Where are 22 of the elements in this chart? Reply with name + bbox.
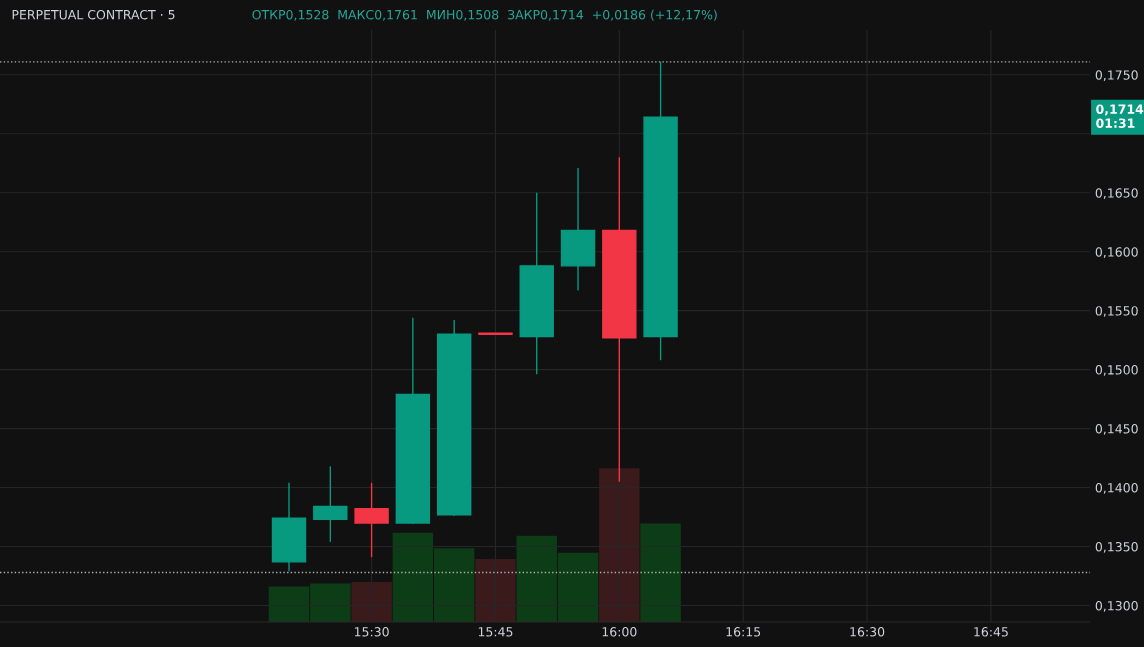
bar — [599, 468, 640, 622]
x-tick-label: 16:15 — [726, 627, 761, 637]
bar — [475, 558, 516, 622]
y-tick-label: 0,1500 — [1095, 365, 1138, 376]
y-tick-label: 0,1400 — [1095, 483, 1138, 494]
x-tick-label: 15:45 — [478, 627, 513, 637]
text: 0,1714 01:31 — [1096, 104, 1144, 128]
y-tick-label: 0,1350 — [1095, 542, 1138, 553]
y-tick-label: 0,1600 — [1095, 247, 1138, 258]
y-tick-label: 0,1750 — [1095, 70, 1138, 82]
y-tick-label: 0,1650 — [1095, 188, 1138, 199]
x-tick-label: 16:30 — [850, 627, 885, 637]
y-tick-label: 0,1450 — [1095, 424, 1138, 435]
chart-subtitle: ОТКР0,1528 МАКС0,1761 МИН0,1508 ЗАКР0,1714 +0,0186 (+12,17%) — [252, 9, 717, 21]
x-tick-label: 16:00 — [602, 627, 637, 637]
x-tick-label: 15:30 — [354, 627, 389, 637]
x-tick-label: 16:45 — [974, 627, 1008, 637]
y-tick-label: 0,1550 — [1095, 306, 1138, 317]
bar — [640, 523, 681, 622]
y-tick-label: 0,1300 — [1095, 600, 1138, 612]
bar — [351, 582, 392, 622]
chart-title: PERPETUAL CONTRACT · 5 — [12, 9, 175, 20]
